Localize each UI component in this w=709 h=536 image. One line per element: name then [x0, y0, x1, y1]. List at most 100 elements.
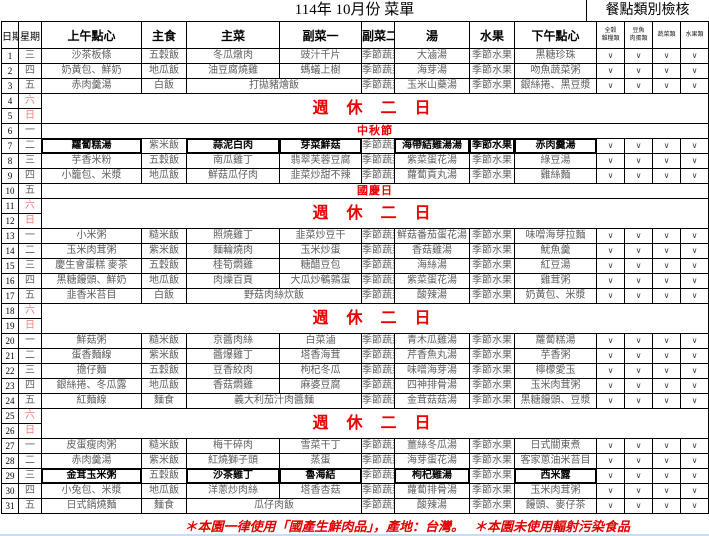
table-row: 21二蛋香麵線紫米飯醬爆雞丁塔香海茸季節蔬菜芹香魚丸湯季節水果芋香粥∨∨∨∨ — [1, 348, 709, 364]
menu-cell: 季節水果 — [469, 63, 515, 79]
menu-cell: 季節水果 — [469, 483, 515, 499]
weekday-cell: 三 — [18, 468, 42, 484]
menu-table-body: 1三沙茶板條五穀飯冬瓜燉肉豉汁千片季節蔬菜大滷湯季節水果黑糖珍珠∨∨∨∨2四奶黃… — [1, 48, 709, 514]
check-mark-cell: ∨ — [624, 498, 653, 514]
menu-cell: 翡翠芙蓉豆腐 — [279, 153, 362, 169]
menu-cell: 雞絲麵 — [514, 168, 597, 184]
menu-cell: 綠豆湯 — [514, 153, 597, 169]
check-mark-cell: ∨ — [652, 348, 681, 364]
menu-cell: 梅干碎肉 — [186, 438, 280, 454]
column-header: 主食 — [141, 21, 187, 49]
table-row: 6 一中秋節 — [1, 123, 709, 139]
check-mark-cell: ∨ — [624, 138, 653, 154]
check-mark-cell: ∨ — [680, 453, 709, 469]
menu-cell: 玉米肉茸粥 — [514, 378, 597, 394]
date-cell: 21 — [1, 348, 19, 364]
check-mark-cell: ∨ — [624, 438, 653, 454]
menu-cell: 油豆腐燒雞 — [186, 63, 280, 79]
table-row: 9四小籠包、米漿地瓜飯鮮菇瓜仔肉韭菜炒甜不辣季節蔬菜蘿蔔貢丸湯季節水果雞絲麵∨∨… — [1, 168, 709, 184]
table-row: 20一鮮菇粥糙米飯京醬肉絲白菜滷季節蔬菜青木瓜雞湯季節水果蘿蔔糕湯∨∨∨∨ — [1, 333, 709, 349]
menu-cell: 銀絲捲、冬瓜露 — [41, 378, 142, 394]
column-header: 副菜一 — [279, 21, 362, 49]
check-mark-cell: ∨ — [680, 288, 709, 304]
menu-cell: 酸辣湯 — [394, 498, 470, 514]
menu-cell: 季節蔬菜 — [361, 363, 395, 379]
menu-cell: 紫米飯 — [141, 243, 187, 259]
menu-cell: 糙米飯 — [141, 438, 187, 454]
menu-cell: 桂筍燜雞 — [186, 258, 280, 274]
weekday-cell: 三 — [18, 363, 42, 379]
note-row: ＊本園一律使用「國產生鮮肉品」，產地：台灣。 ＊本園未使用輻射污染食品 — [2, 514, 709, 535]
menu-cell: 客家蔥油米苔目 — [514, 453, 597, 469]
menu-cell: 玉米山藥湯 — [394, 78, 470, 94]
check-mark-cell: ∨ — [624, 153, 653, 169]
check-mark-cell: ∨ — [624, 78, 653, 94]
check-mark-cell: ∨ — [624, 63, 653, 79]
menu-cell: 糙米飯 — [141, 228, 187, 244]
weekday-cell: 一 — [18, 438, 42, 454]
menu-cell: 大滷湯 — [394, 48, 470, 64]
table-row: 18 六週 休 二 日 — [1, 303, 709, 334]
check-mark-cell: ∨ — [680, 168, 709, 184]
table-row: 19 日 — [1, 318, 709, 334]
weekday-cell: 四 — [18, 378, 42, 394]
menu-cell: 吻魚蔬菜粥 — [514, 63, 597, 79]
check-mark-cell: ∨ — [596, 168, 625, 184]
weekend-cell: 週 休 二 日 — [41, 198, 709, 229]
menu-cell: 季節蔬菜 — [361, 168, 395, 184]
check-mark-cell: ∨ — [680, 243, 709, 259]
menu-cell: 季節蔬菜 — [361, 258, 395, 274]
menu-cell: 季節蔬菜 — [361, 453, 395, 469]
menu-cell: 蛋香麵線 — [41, 348, 142, 364]
menu-cell: 五穀飯 — [141, 363, 187, 379]
check-mark-cell: ∨ — [652, 168, 681, 184]
table-row: 13一小米粥糙米飯照燒雞丁韭菜炒豆干季節蔬菜鮮菇番茄蛋花湯季節水果味噌海芽拉麵∨… — [1, 228, 709, 244]
menu-cell: 五穀飯 — [141, 153, 187, 169]
check-mark-cell: ∨ — [596, 228, 625, 244]
menu-cell: 薑絲冬瓜湯 — [394, 438, 470, 454]
check-mark-cell: ∨ — [680, 498, 709, 514]
menu-cell: 地瓜飯 — [141, 168, 187, 184]
weekday-cell: 三 — [18, 153, 42, 169]
menu-cell: 芹香魚丸湯 — [394, 348, 470, 364]
menu-cell: 小籠包、米漿 — [41, 168, 142, 184]
menu-cell: 季節水果 — [469, 138, 515, 154]
check-mark-cell: ∨ — [652, 78, 681, 94]
date-cell: 17 — [1, 288, 19, 304]
table-row: 28二赤肉羹湯紫米飯紅燒獅子頭蒸蛋季節蔬菜海芽蛋花湯季節水果客家蔥油米苔目∨∨∨… — [1, 453, 709, 469]
check-mark-cell: ∨ — [680, 438, 709, 454]
weekday-cell: 日 — [18, 318, 42, 334]
weekday-cell: 六 — [18, 198, 42, 214]
check-mark-cell: ∨ — [596, 393, 625, 409]
weekday-cell: 五 — [18, 288, 42, 304]
weekday-cell: 五 — [18, 183, 42, 199]
menu-cell: 季節水果 — [469, 438, 515, 454]
menu-cell: 季節蔬菜 — [361, 393, 395, 409]
check-mark-cell: ∨ — [680, 48, 709, 64]
check-mark-cell: ∨ — [624, 363, 653, 379]
table-row: 27一皮蛋瘦肉粥糙米飯梅干碎肉雪菜干丁季節蔬菜薑絲冬瓜湯季節水果日式關東煮∨∨∨… — [1, 438, 709, 454]
menu-cell: 黑糖饅頭、豆漿 — [514, 393, 597, 409]
date-cell: 28 — [1, 453, 19, 469]
check-mark-cell: ∨ — [680, 333, 709, 349]
weekday-cell: 五 — [18, 498, 42, 514]
menu-cell: 大瓜炒鵪鶉蛋 — [279, 273, 362, 289]
menu-cell: 季節水果 — [469, 48, 515, 64]
column-header: 水果 — [469, 21, 515, 49]
menu-cell: 地瓜飯 — [141, 63, 187, 79]
check-section-title: 餐點類別檢核 — [586, 0, 708, 21]
table-row: 30四小兔包、米漿地瓜飯洋蔥炒肉絲塔香杏菇季節蔬菜蘿蔔排骨湯季節水果玉米肉茸粥∨… — [1, 483, 709, 499]
menu-cell: 季節水果 — [469, 243, 515, 259]
menu-cell: 五穀飯 — [141, 48, 187, 64]
menu-cell: 魷魚羹 — [514, 243, 597, 259]
weekday-cell: 一 — [18, 123, 42, 139]
menu-cell: 芋香米粉 — [41, 153, 142, 169]
menu-cell: 地瓜飯 — [141, 378, 187, 394]
check-mark-cell: ∨ — [680, 378, 709, 394]
menu-cell: 芋香粥 — [514, 348, 597, 364]
check-column-header: 豆魚 肉蛋類 — [624, 21, 653, 49]
menu-cell: 地瓜飯 — [141, 273, 187, 289]
check-mark-cell: ∨ — [680, 138, 709, 154]
menu-cell: 糙米飯 — [141, 333, 187, 349]
